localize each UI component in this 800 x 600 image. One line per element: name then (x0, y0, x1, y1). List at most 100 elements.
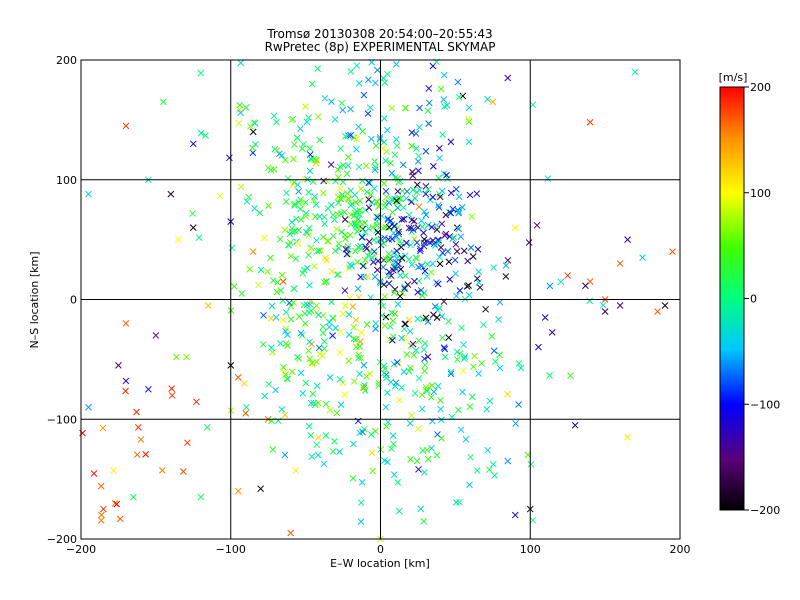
scatter-point (475, 370, 483, 377)
scatter-point (363, 321, 371, 328)
scatter-point (195, 234, 203, 242)
scatter-point (355, 351, 363, 359)
scatter-point (110, 467, 117, 474)
scatter-point (381, 365, 389, 373)
scatter-point (242, 104, 250, 111)
scatter-point (440, 71, 448, 79)
scatter-point (455, 93, 463, 101)
scatter-point (313, 247, 321, 255)
scatter-point (85, 190, 92, 198)
scatter-point (476, 284, 484, 291)
scatter-point (393, 233, 400, 240)
scatter-point (388, 169, 396, 177)
colorbar-tick-label: 0 (750, 293, 757, 306)
scatter-point (535, 343, 542, 351)
scatter-point (287, 315, 295, 323)
scatter-point (269, 348, 276, 356)
scatter-point (413, 239, 421, 247)
scatter-point (277, 340, 284, 347)
scatter-point (305, 251, 312, 259)
scatter-point (319, 329, 327, 337)
scatter-point (320, 177, 328, 185)
scatter-point (306, 301, 314, 308)
scatter-point (341, 302, 349, 309)
scatter-point (457, 426, 465, 434)
scatter-point (398, 384, 405, 391)
scatter-point (496, 298, 504, 306)
scatter-point (284, 342, 291, 349)
scatter-point (491, 471, 498, 479)
scatter-point (324, 205, 332, 212)
scatter-point (85, 403, 92, 411)
scatter-point (363, 373, 370, 380)
scatter-point (122, 387, 129, 395)
scatter-point (344, 153, 352, 161)
scatter-point (437, 244, 445, 251)
scatter-point (468, 213, 476, 220)
scatter-point (346, 231, 354, 239)
scatter-point (414, 158, 422, 165)
scatter-point (393, 142, 401, 150)
scatter-point (455, 225, 463, 233)
scatter-point (79, 429, 86, 437)
scatter-point (387, 217, 394, 225)
scatter-point (586, 118, 594, 126)
scatter-point (459, 388, 466, 396)
scatter-point (370, 248, 378, 255)
plot-frame (80, 59, 681, 540)
scatter-point (145, 385, 152, 393)
scatter-point (484, 95, 491, 103)
scatter-point (174, 236, 182, 243)
scatter-point (349, 475, 357, 482)
scatter-point (453, 292, 460, 300)
scatter-point (458, 324, 465, 332)
scatter-point (586, 297, 594, 305)
x-tick-label: 200 (670, 543, 691, 556)
scatter-point (387, 159, 394, 167)
scatter-point (464, 257, 472, 265)
scatter-point (408, 411, 415, 419)
scatter-point (427, 393, 435, 401)
scatter-point (282, 371, 289, 379)
scatter-point (415, 203, 423, 211)
scatter-point (527, 460, 535, 468)
scatter-point (418, 405, 426, 413)
scatter-point (381, 234, 388, 242)
scatter-point (346, 261, 354, 268)
scatter-point (429, 237, 437, 244)
scatter-point (322, 400, 330, 408)
scatter-point (389, 209, 396, 216)
scatter-point (436, 144, 443, 152)
scatter-point (331, 116, 339, 123)
scatter-point (357, 518, 365, 525)
scatter-point (279, 297, 287, 304)
scatter-point (288, 116, 295, 124)
scatter-point (189, 224, 197, 232)
scatter-point (368, 449, 376, 457)
scatter-point (357, 354, 365, 362)
scatter-point (388, 195, 396, 203)
scatter-point (416, 247, 424, 255)
y-tick-label: −100 (47, 413, 77, 426)
scatter-point (300, 301, 308, 309)
scatter-point (445, 258, 453, 266)
scatter-point (288, 218, 296, 226)
scatter-point (423, 238, 431, 245)
scatter-point (301, 320, 309, 327)
scatter-point (402, 104, 409, 112)
scatter-point (113, 500, 121, 508)
colorbar-tick-label: −200 (750, 504, 780, 517)
scatter-point (234, 373, 242, 381)
scatter-point (412, 346, 420, 354)
colorbar-tick-label: 200 (750, 81, 771, 94)
scatter-point (313, 358, 320, 366)
scatter-point (197, 493, 205, 501)
scatter-point (281, 156, 289, 164)
scatter-point (357, 273, 364, 281)
scatter-point (356, 197, 364, 205)
scatter-point (202, 132, 209, 139)
scatter-point (337, 401, 345, 409)
scatter-point (439, 249, 446, 257)
scatter-point (496, 351, 503, 359)
scatter-point (355, 123, 362, 131)
